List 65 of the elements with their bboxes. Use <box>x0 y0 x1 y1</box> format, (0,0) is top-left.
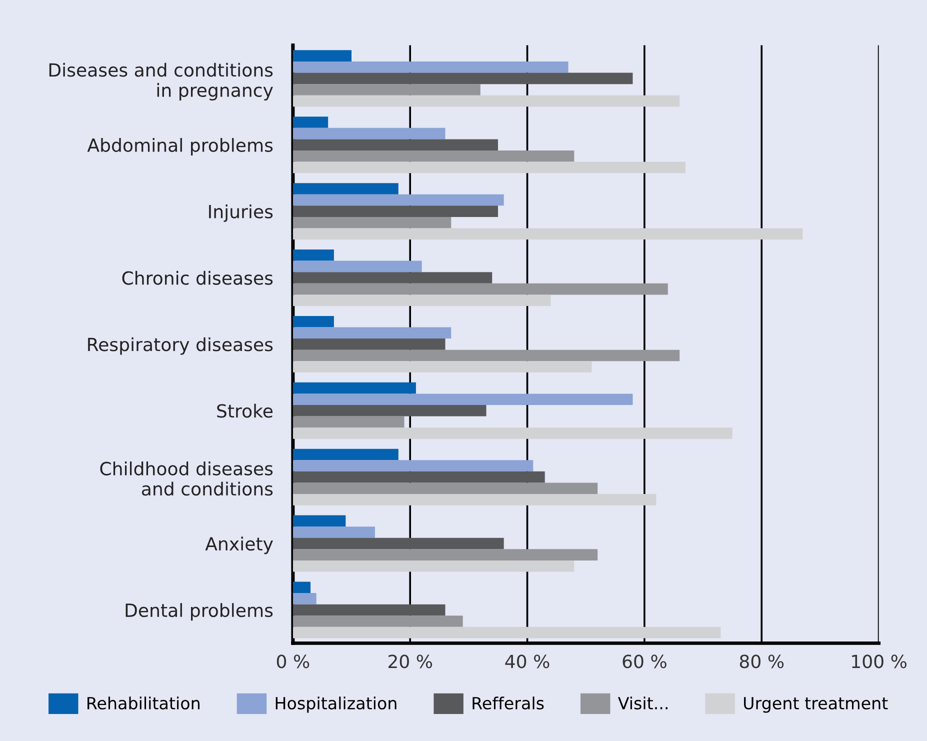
bar <box>292 428 732 439</box>
bar <box>292 283 668 295</box>
y-tick-label: Abdominal problems <box>87 138 273 156</box>
bar <box>292 382 416 394</box>
x-tick-label: 20 % <box>388 654 432 668</box>
bar <box>292 460 534 472</box>
bar <box>292 616 463 627</box>
bar <box>292 139 498 151</box>
x-tick-label: 80 % <box>740 654 784 668</box>
legend-label: Rehabilitation <box>88 696 200 710</box>
y-tick-label: Respiratory diseases <box>88 337 273 355</box>
x-tick-label: 40 % <box>505 654 550 668</box>
bar <box>292 416 404 428</box>
bar <box>292 515 346 527</box>
y-tick-label: Stroke <box>217 404 273 418</box>
bar <box>292 162 686 174</box>
bar <box>292 560 574 572</box>
x-tick-label: 100 % <box>852 654 906 668</box>
bar <box>292 316 334 328</box>
legend-label: Refferals <box>472 696 544 710</box>
bar <box>292 206 498 217</box>
y-tick-label: Dental problems <box>126 603 273 621</box>
y-tick-label: Anxiety <box>205 536 273 554</box>
y-tick-label: Chronic diseases <box>122 270 273 285</box>
bar <box>292 260 422 272</box>
bar <box>292 61 568 73</box>
bar <box>292 128 446 140</box>
x-tick-label: 60 % <box>622 654 666 668</box>
bar <box>292 250 334 261</box>
bar <box>292 448 398 460</box>
x-tick-label: 0 % <box>276 654 310 668</box>
bar <box>292 183 398 194</box>
y-tick-label: Injuries <box>209 204 273 222</box>
bar <box>292 604 446 616</box>
bar <box>292 194 504 206</box>
bar <box>292 50 352 62</box>
bar <box>292 72 633 84</box>
bar <box>292 116 328 128</box>
legend-label: Hospitalization <box>276 696 396 713</box>
bar <box>292 482 598 494</box>
bar <box>292 626 721 638</box>
bar <box>292 538 504 550</box>
bar <box>292 471 545 483</box>
bar <box>292 84 480 96</box>
y-tick-label: Diseases and condtitions in pregnancy <box>49 62 273 101</box>
legend-label: Urgent treatment <box>744 697 888 713</box>
bar <box>292 338 446 350</box>
bar <box>292 404 486 416</box>
bar <box>292 494 656 506</box>
bar <box>292 526 375 538</box>
bar <box>292 394 633 405</box>
bar <box>292 294 551 306</box>
bar <box>292 549 598 560</box>
bar <box>292 150 574 162</box>
bar <box>292 361 592 372</box>
y-tick-label: Childhood diseases and conditions <box>100 461 273 496</box>
bar <box>292 272 492 284</box>
legend-label: Visit... <box>618 696 668 710</box>
bar <box>292 216 452 228</box>
bar <box>292 228 803 240</box>
bar <box>292 327 452 339</box>
bar <box>292 95 680 107</box>
bar <box>292 593 316 604</box>
bar <box>292 350 680 362</box>
bar <box>292 582 311 594</box>
